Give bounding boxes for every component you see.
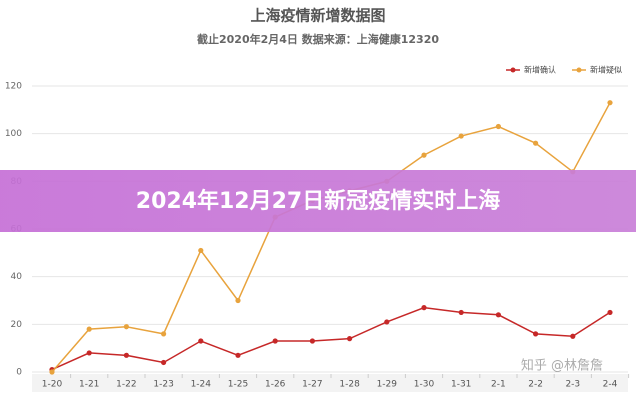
x-tick-label: 1-31 [451,380,471,390]
x-tick-label: 1-24 [191,380,212,390]
data-point [533,331,539,337]
x-tick-label: 2-2 [528,380,543,390]
data-point [161,331,167,337]
chart-title: 上海疫情新增数据图 [250,7,385,25]
y-tick-label: 0 [16,368,22,378]
chart-subtitle: 截止2020年2月4日 数据来源：上海健康12320 [197,32,439,46]
data-point [86,350,92,356]
x-tick-label: 2-4 [603,380,618,390]
data-point [607,309,613,316]
data-point [272,338,278,344]
legend-label: 新增疑似 [590,65,622,75]
data-point [384,319,390,325]
x-tick-label: 1-26 [265,380,286,390]
x-tick-label: 1-20 [42,380,63,390]
data-point [421,152,427,158]
y-tick-label: 120 [5,82,22,92]
data-point [347,336,353,342]
data-point [495,123,501,130]
data-point [607,100,613,106]
banner-band [0,170,636,232]
x-tick-label: 1-21 [79,380,99,390]
data-point [309,338,315,344]
data-point [235,352,241,358]
data-point [421,305,427,311]
data-point [123,352,129,358]
data-point [458,133,464,139]
y-tick-label: 20 [11,320,23,330]
y-tick-label: 100 [5,129,22,139]
data-point [198,247,204,254]
data-point [458,309,464,316]
x-tick-label: 1-29 [377,380,398,390]
x-tick-label: 1-30 [414,380,435,390]
x-tick-label: 1-28 [339,380,360,390]
data-point [235,297,241,304]
y-tick-label: 40 [11,272,23,282]
data-point [86,326,92,332]
data-point [198,338,204,344]
x-tick-label: 2-3 [565,380,580,390]
plot-area: 0204060801001201-201-211-221-231-241-251… [5,65,630,392]
data-point [533,140,539,146]
legend-marker [510,67,516,73]
legend-label: 新增确认 [524,65,556,75]
data-point [570,333,576,339]
watermark: 知乎 @林詹詹 [521,358,603,374]
legend-marker [576,67,582,73]
x-tick-label: 2-1 [491,380,506,390]
x-tick-label: 1-25 [228,380,248,390]
data-point [123,324,129,330]
series-line [51,306,611,371]
data-point [495,312,501,318]
x-tick-label: 1-23 [153,380,173,390]
data-point [161,359,167,366]
x-tick-label: 1-27 [302,380,322,390]
x-tick-label: 1-22 [116,380,136,390]
data-point [49,369,55,375]
banner-text: 2024年12月27日新冠疫情实时上海 [136,188,500,214]
x-axis-band [32,374,628,392]
